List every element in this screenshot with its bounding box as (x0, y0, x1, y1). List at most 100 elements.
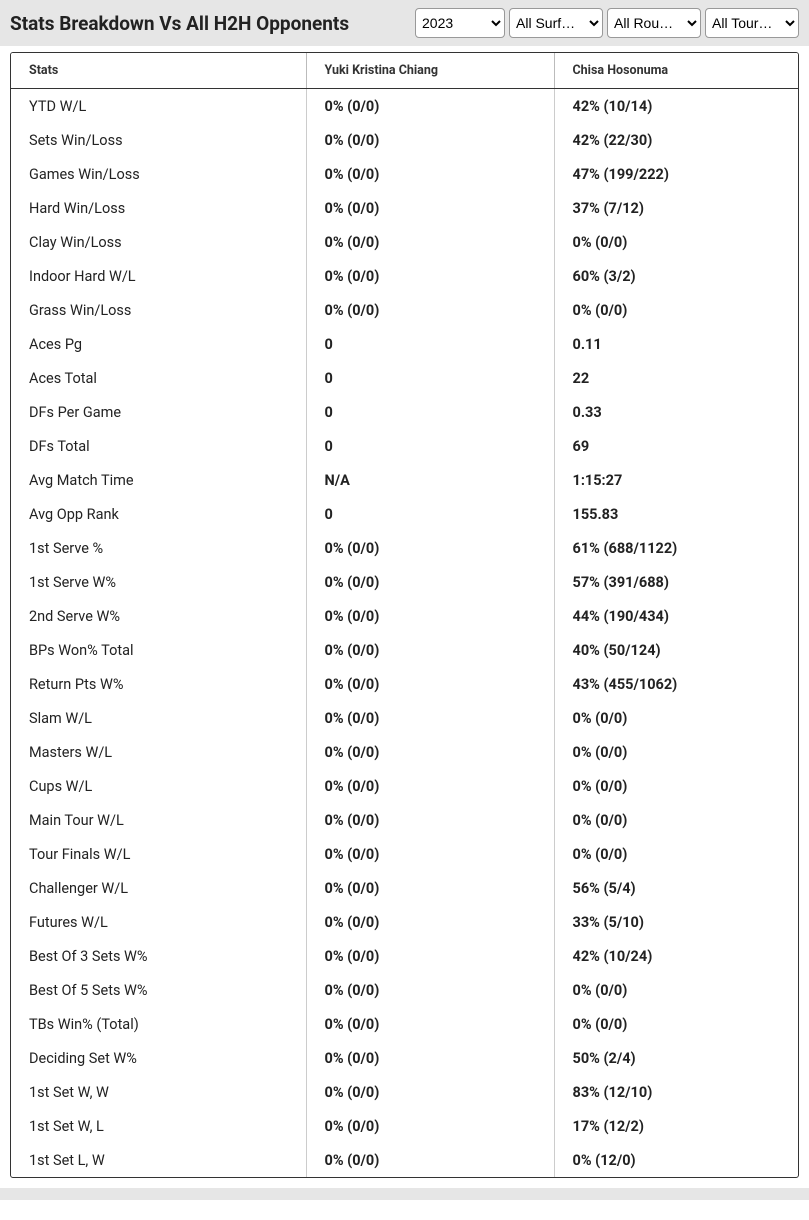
bottom-strip (0, 1188, 809, 1200)
table-row: Avg Opp Rank0155.83 (11, 497, 798, 531)
table-row: 1st Serve %0% (0/0)61% (688/1122) (11, 531, 798, 565)
stat-value: 37% (7/12) (554, 191, 798, 225)
col-header-stats: Stats (11, 53, 306, 89)
stat-label: Deciding Set W% (11, 1041, 306, 1075)
table-row: Sets Win/Loss0% (0/0)42% (22/30) (11, 123, 798, 157)
table-row: TBs Win% (Total)0% (0/0)0% (0/0) (11, 1007, 798, 1041)
stat-label: Futures W/L (11, 905, 306, 939)
stat-value: 0% (0/0) (306, 191, 554, 225)
stat-value: 0% (0/0) (554, 293, 798, 327)
stat-label: 2nd Serve W% (11, 599, 306, 633)
stat-value: 0% (0/0) (306, 905, 554, 939)
table-row: Slam W/L0% (0/0)0% (0/0) (11, 701, 798, 735)
stat-value: 0% (0/0) (306, 599, 554, 633)
table-row: 1st Set L, W0% (0/0)0% (12/0) (11, 1143, 798, 1177)
table-row: 1st Serve W%0% (0/0)57% (391/688) (11, 565, 798, 599)
stat-label: 1st Set W, W (11, 1075, 306, 1109)
stat-value: 0% (0/0) (306, 259, 554, 293)
stat-label: Tour Finals W/L (11, 837, 306, 871)
stat-value: 40% (50/124) (554, 633, 798, 667)
stat-label: Main Tour W/L (11, 803, 306, 837)
table-row: Best Of 3 Sets W%0% (0/0)42% (10/24) (11, 939, 798, 973)
table-row: Indoor Hard W/L0% (0/0)60% (3/2) (11, 259, 798, 293)
stat-label: Cups W/L (11, 769, 306, 803)
table-row: Return Pts W%0% (0/0)43% (455/1062) (11, 667, 798, 701)
table-row: DFs Total069 (11, 429, 798, 463)
stat-value: 0% (0/0) (306, 769, 554, 803)
round-select[interactable]: All Rou… (607, 8, 701, 38)
stat-value: 43% (455/1062) (554, 667, 798, 701)
stat-value: 0% (0/0) (306, 89, 554, 124)
table-row: Deciding Set W%0% (0/0)50% (2/4) (11, 1041, 798, 1075)
stat-value: 0 (306, 497, 554, 531)
stat-value: 0% (0/0) (554, 225, 798, 259)
stat-label: Sets Win/Loss (11, 123, 306, 157)
stat-value: 0% (0/0) (306, 803, 554, 837)
stat-label: Aces Pg (11, 327, 306, 361)
tour-select[interactable]: All Tour… (705, 8, 799, 38)
table-row: Best Of 5 Sets W%0% (0/0)0% (0/0) (11, 973, 798, 1007)
stat-value: 0% (0/0) (306, 123, 554, 157)
table-row: Cups W/L0% (0/0)0% (0/0) (11, 769, 798, 803)
stat-label: Challenger W/L (11, 871, 306, 905)
col-header-player2: Chisa Hosonuma (554, 53, 798, 89)
table-row: 2nd Serve W%0% (0/0)44% (190/434) (11, 599, 798, 633)
table-row: Main Tour W/L0% (0/0)0% (0/0) (11, 803, 798, 837)
stat-label: Aces Total (11, 361, 306, 395)
table-row: Challenger W/L0% (0/0)56% (5/4) (11, 871, 798, 905)
stat-value: 0.33 (554, 395, 798, 429)
table-row: Tour Finals W/L0% (0/0)0% (0/0) (11, 837, 798, 871)
stat-value: 0% (0/0) (306, 939, 554, 973)
stat-value: 57% (391/688) (554, 565, 798, 599)
stat-value: 69 (554, 429, 798, 463)
stat-value: 0% (0/0) (554, 1007, 798, 1041)
stat-label: Best Of 3 Sets W% (11, 939, 306, 973)
stat-value: 0% (0/0) (306, 1143, 554, 1177)
stat-label: DFs Per Game (11, 395, 306, 429)
stat-value: 0% (0/0) (306, 701, 554, 735)
stat-value: 56% (5/4) (554, 871, 798, 905)
stat-label: Masters W/L (11, 735, 306, 769)
stat-label: Slam W/L (11, 701, 306, 735)
stat-value: 0% (0/0) (306, 565, 554, 599)
stat-value: 0% (0/0) (306, 667, 554, 701)
stat-value: 0% (0/0) (306, 1075, 554, 1109)
stat-label: YTD W/L (11, 89, 306, 124)
stat-value: 0% (0/0) (306, 633, 554, 667)
stat-label: Return Pts W% (11, 667, 306, 701)
header-bar: Stats Breakdown Vs All H2H Opponents 202… (0, 0, 809, 46)
table-row: Games Win/Loss0% (0/0)47% (199/222) (11, 157, 798, 191)
stat-label: BPs Won% Total (11, 633, 306, 667)
col-header-player1: Yuki Kristina Chiang (306, 53, 554, 89)
stat-label: Games Win/Loss (11, 157, 306, 191)
surface-select[interactable]: All Surf… (509, 8, 603, 38)
stat-value: 0% (0/0) (306, 973, 554, 1007)
stats-table: Stats Yuki Kristina Chiang Chisa Hosonum… (11, 53, 798, 1177)
stat-value: 0% (0/0) (306, 293, 554, 327)
stat-label: 1st Set W, L (11, 1109, 306, 1143)
table-row: BPs Won% Total0% (0/0)40% (50/124) (11, 633, 798, 667)
stat-value: 0% (0/0) (554, 803, 798, 837)
stat-value: 47% (199/222) (554, 157, 798, 191)
stat-label: 1st Serve % (11, 531, 306, 565)
stat-value: 60% (3/2) (554, 259, 798, 293)
stat-value: 83% (12/10) (554, 1075, 798, 1109)
stat-value: 22 (554, 361, 798, 395)
table-row: Aces Total022 (11, 361, 798, 395)
stat-label: Avg Opp Rank (11, 497, 306, 531)
stat-label: Grass Win/Loss (11, 293, 306, 327)
stat-value: 0% (0/0) (554, 973, 798, 1007)
stat-label: 1st Set L, W (11, 1143, 306, 1177)
stat-value: 0% (0/0) (306, 871, 554, 905)
stat-label: Indoor Hard W/L (11, 259, 306, 293)
stat-label: Clay Win/Loss (11, 225, 306, 259)
stat-value: 1:15:27 (554, 463, 798, 497)
stat-value: 0% (0/0) (306, 225, 554, 259)
stat-value: 0% (0/0) (554, 701, 798, 735)
stat-value: 42% (10/14) (554, 89, 798, 124)
stat-value: 44% (190/434) (554, 599, 798, 633)
table-row: Masters W/L0% (0/0)0% (0/0) (11, 735, 798, 769)
stat-label: DFs Total (11, 429, 306, 463)
year-select[interactable]: 2023 (415, 8, 505, 38)
table-row: Grass Win/Loss0% (0/0)0% (0/0) (11, 293, 798, 327)
